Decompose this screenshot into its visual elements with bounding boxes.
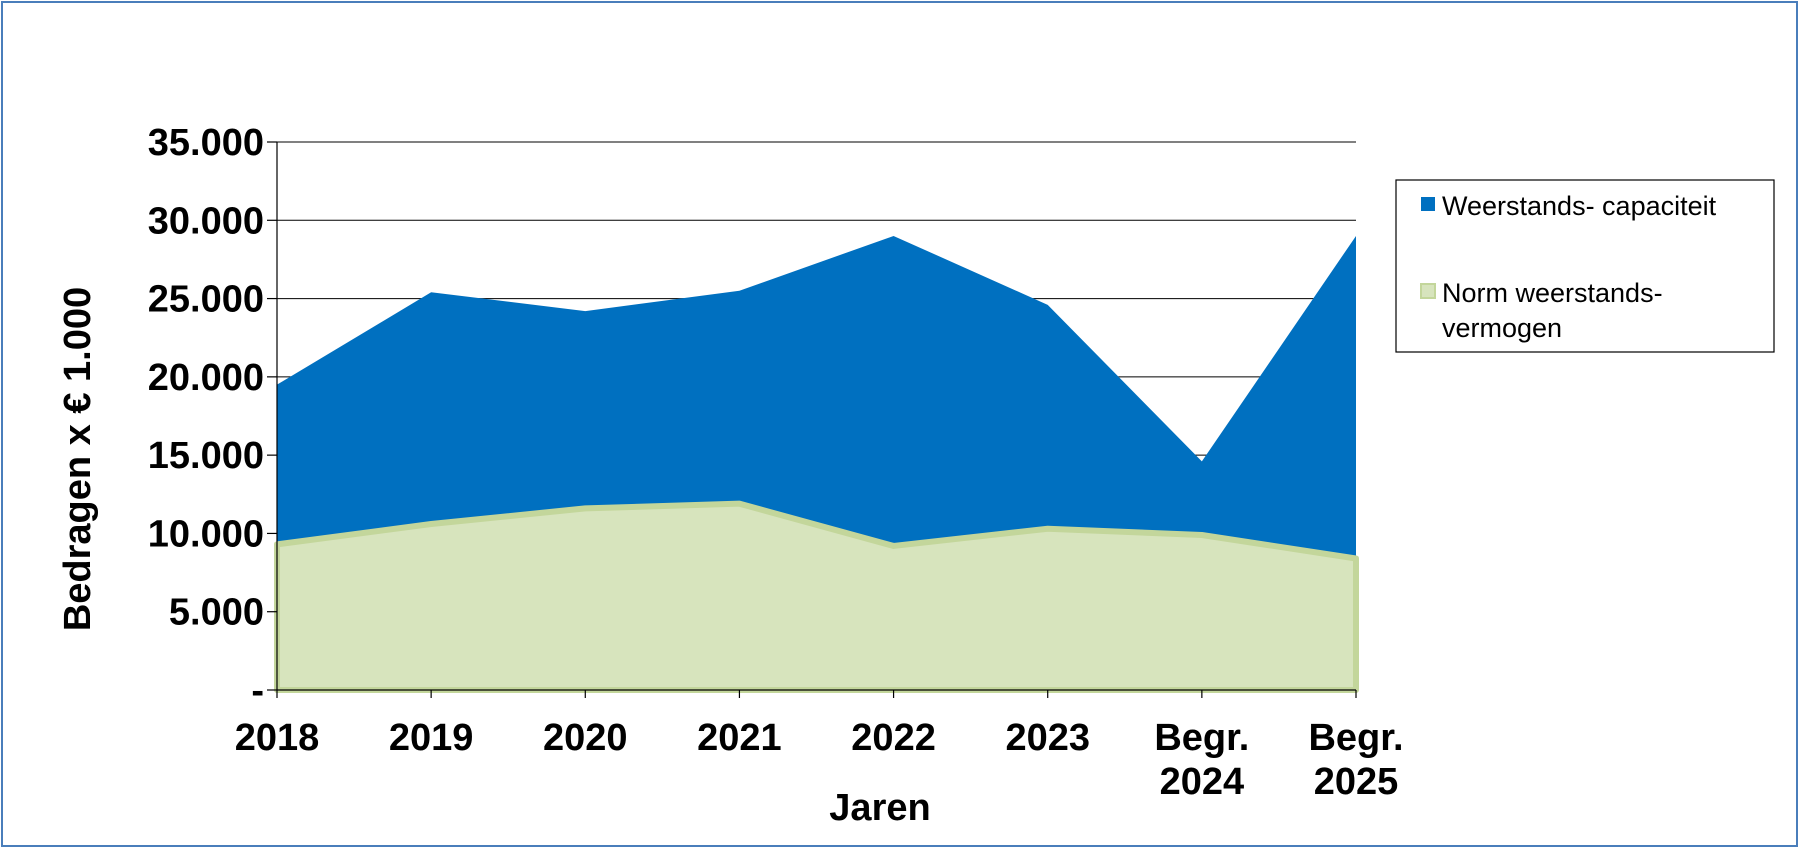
x-tick-label: 2023: [1005, 717, 1090, 759]
legend-box: [1395, 179, 1775, 353]
x-tick-label: 2021: [697, 717, 782, 759]
x-axis-title: Jaren: [829, 787, 930, 829]
y-tick-label: 15.000: [148, 435, 264, 477]
legend-swatch-1: [1421, 197, 1435, 211]
x-tick-label: 2018: [235, 717, 320, 759]
chart-areas: [274, 235, 1359, 693]
y-tick-label: 5.000: [169, 592, 264, 634]
legend-label-1: Weerstands- capaciteit: [1442, 191, 1717, 221]
y-tick-label: 10.000: [148, 513, 264, 555]
legend-swatch-2: [1420, 283, 1436, 299]
y-tick-label: 30.000: [148, 200, 264, 242]
x-tick-label: 2019: [389, 717, 474, 759]
x-tick-label: 2022: [851, 717, 936, 759]
y-tick-label: 20.000: [148, 357, 264, 399]
y-tick-label: -: [251, 670, 264, 712]
x-tick-label: 2020: [543, 717, 628, 759]
y-axis-title: Bedragen x € 1.000: [57, 287, 99, 631]
x-tick-label: Begr. 2025: [1308, 717, 1403, 803]
axes: [267, 141, 1357, 698]
legend: Weerstands- capaciteit Norm weerstands-ve…: [1395, 179, 1775, 353]
legend-label-2: Norm weerstands-vermogen: [1442, 278, 1663, 343]
y-tick-label: 35.000: [148, 122, 264, 164]
area-series-2: [274, 500, 1359, 693]
y-tick-labels: - 5.000 10.000 15.000 20.000 25.000 30.000 35.0…: [148, 122, 264, 712]
y-tick-label: 25.000: [148, 279, 264, 321]
x-tick-labels: 2018 2019 2020 2021 2022 2023 Begr. 2024 Begr. 20…: [235, 717, 1404, 803]
x-tick-label: Begr. 2024: [1154, 717, 1249, 803]
